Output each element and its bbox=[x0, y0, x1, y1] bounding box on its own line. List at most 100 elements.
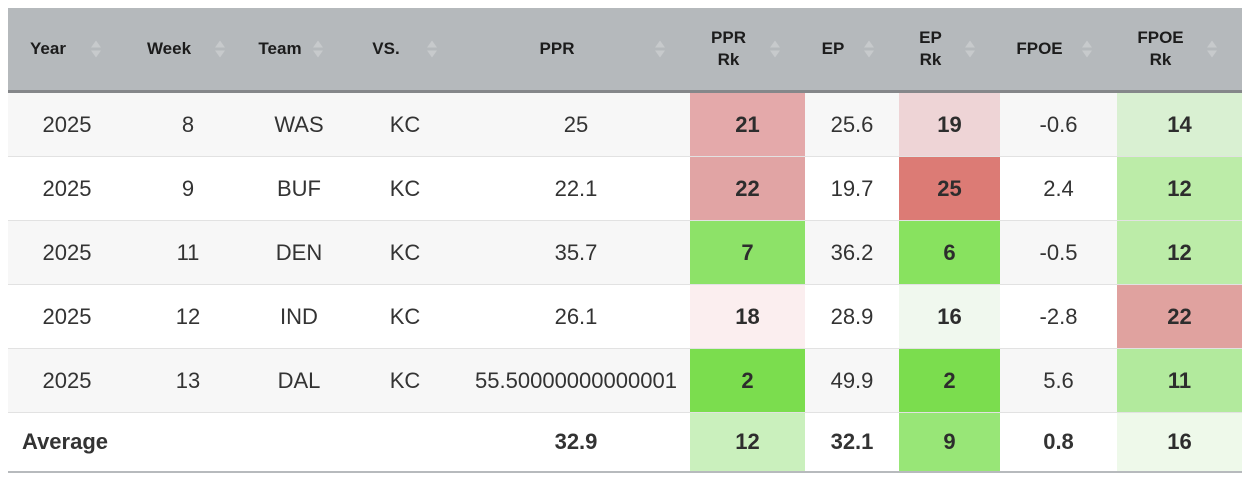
col-header-year-label: Year bbox=[30, 39, 66, 59]
cell-ppr-rk: 18 bbox=[690, 284, 805, 349]
cell-vs: KC bbox=[348, 156, 462, 221]
sort-desc-icon bbox=[313, 50, 323, 58]
sort-desc-icon bbox=[91, 50, 101, 58]
table-row: 2025 11 DEN KC 35.7 7 36.2 6 -0.5 12 bbox=[8, 220, 1242, 285]
cell-ep-rk: 2 bbox=[899, 348, 1000, 413]
cell-fpoe-rk: 14 bbox=[1117, 91, 1242, 157]
sort-desc-icon bbox=[1207, 50, 1217, 58]
sort-desc-icon bbox=[965, 50, 975, 58]
cell-ppr: 35.7 bbox=[462, 220, 690, 285]
sort-asc-icon bbox=[313, 40, 323, 48]
cell-week: 9 bbox=[126, 156, 250, 221]
sort-asc-icon bbox=[91, 40, 101, 48]
cell-week: 8 bbox=[126, 91, 250, 157]
header-row: Year Week Team VS. PPR bbox=[8, 8, 1242, 93]
cell-week-empty bbox=[126, 412, 250, 472]
cell-ppr: 55.50000000000001 bbox=[462, 348, 690, 413]
col-header-ep-rk[interactable]: EP Rk bbox=[899, 8, 1000, 93]
cell-ep-rk: 9 bbox=[899, 412, 1000, 472]
cell-team: DEN bbox=[250, 220, 348, 285]
cell-ep-rk: 16 bbox=[899, 284, 1000, 349]
cell-year: 2025 bbox=[8, 91, 126, 157]
sort-asc-icon bbox=[770, 40, 780, 48]
cell-team: DAL bbox=[250, 348, 348, 413]
cell-vs: KC bbox=[348, 91, 462, 157]
cell-year: 2025 bbox=[8, 220, 126, 285]
sort-asc-icon bbox=[655, 40, 665, 48]
sort-icons bbox=[91, 40, 102, 58]
cell-fpoe: 2.4 bbox=[1000, 156, 1117, 221]
cell-average-label: Average bbox=[8, 412, 126, 472]
sort-icons bbox=[1082, 40, 1093, 58]
cell-team: BUF bbox=[250, 156, 348, 221]
sort-asc-icon bbox=[427, 40, 437, 48]
cell-ppr: 25 bbox=[462, 91, 690, 157]
cell-ep: 36.2 bbox=[805, 220, 899, 285]
cell-fpoe-rk: 16 bbox=[1117, 412, 1242, 472]
cell-ep: 32.1 bbox=[805, 412, 899, 472]
sort-asc-icon bbox=[1207, 40, 1217, 48]
table-row: 2025 12 IND KC 26.1 18 28.9 16 -2.8 22 bbox=[8, 284, 1242, 349]
cell-week: 12 bbox=[126, 284, 250, 349]
cell-ppr-rk: 21 bbox=[690, 91, 805, 157]
cell-ep-rk: 6 bbox=[899, 220, 1000, 285]
cell-fpoe: -0.6 bbox=[1000, 91, 1117, 157]
cell-fpoe: -0.5 bbox=[1000, 220, 1117, 285]
cell-fpoe-rk: 11 bbox=[1117, 348, 1242, 413]
col-header-ep-label: EP bbox=[821, 39, 845, 59]
col-header-fpoe-rk[interactable]: FPOE Rk bbox=[1117, 8, 1242, 93]
stats-table-container: Year Week Team VS. PPR bbox=[8, 8, 1242, 473]
col-header-fpoe[interactable]: FPOE bbox=[1000, 8, 1117, 93]
sort-desc-icon bbox=[770, 50, 780, 58]
col-header-ppr[interactable]: PPR bbox=[462, 8, 690, 93]
cell-vs: KC bbox=[348, 220, 462, 285]
sort-asc-icon bbox=[965, 40, 975, 48]
sort-icons bbox=[215, 40, 226, 58]
sort-icons bbox=[655, 40, 666, 58]
player-game-log-table: Year Week Team VS. PPR bbox=[8, 8, 1242, 473]
sort-asc-icon bbox=[864, 40, 874, 48]
cell-ep-rk: 19 bbox=[899, 91, 1000, 157]
table-row: 2025 9 BUF KC 22.1 22 19.7 25 2.4 12 bbox=[8, 156, 1242, 221]
cell-ppr: 22.1 bbox=[462, 156, 690, 221]
col-header-year[interactable]: Year bbox=[8, 8, 126, 93]
col-header-ppr-label: PPR bbox=[539, 39, 575, 59]
col-header-ppr-rk[interactable]: PPR Rk bbox=[690, 8, 805, 93]
col-header-vs-label: VS. bbox=[372, 39, 400, 59]
sort-desc-icon bbox=[427, 50, 437, 58]
col-header-vs[interactable]: VS. bbox=[348, 8, 462, 93]
cell-ppr: 26.1 bbox=[462, 284, 690, 349]
sort-asc-icon bbox=[215, 40, 225, 48]
cell-ppr-rk: 12 bbox=[690, 412, 805, 472]
col-header-fpoe-label: FPOE bbox=[1016, 39, 1063, 59]
table-row: 2025 8 WAS KC 25 21 25.6 19 -0.6 14 bbox=[8, 91, 1242, 157]
sort-icons bbox=[313, 40, 324, 58]
sort-desc-icon bbox=[1082, 50, 1092, 58]
cell-team: IND bbox=[250, 284, 348, 349]
sort-desc-icon bbox=[655, 50, 665, 58]
cell-ep-rk: 25 bbox=[899, 156, 1000, 221]
col-header-ep[interactable]: EP bbox=[805, 8, 899, 93]
col-header-week[interactable]: Week bbox=[126, 8, 250, 93]
cell-ep: 25.6 bbox=[805, 91, 899, 157]
cell-fpoe: -2.8 bbox=[1000, 284, 1117, 349]
cell-ep: 49.9 bbox=[805, 348, 899, 413]
average-row: Average 32.9 12 32.1 9 0.8 16 bbox=[8, 412, 1242, 472]
cell-ppr-rk: 2 bbox=[690, 348, 805, 413]
cell-ep: 28.9 bbox=[805, 284, 899, 349]
cell-year: 2025 bbox=[8, 348, 126, 413]
sort-icons bbox=[1207, 40, 1218, 58]
cell-vs: KC bbox=[348, 348, 462, 413]
sort-icons bbox=[864, 40, 875, 58]
cell-fpoe: 0.8 bbox=[1000, 412, 1117, 472]
col-header-ep-rk-label: EP Rk bbox=[919, 27, 942, 69]
cell-year: 2025 bbox=[8, 284, 126, 349]
sort-icons bbox=[427, 40, 438, 58]
cell-ppr-rk: 7 bbox=[690, 220, 805, 285]
cell-week: 13 bbox=[126, 348, 250, 413]
sort-desc-icon bbox=[215, 50, 225, 58]
cell-ep: 19.7 bbox=[805, 156, 899, 221]
cell-team-empty bbox=[250, 412, 348, 472]
cell-ppr: 32.9 bbox=[462, 412, 690, 472]
col-header-team[interactable]: Team bbox=[250, 8, 348, 93]
